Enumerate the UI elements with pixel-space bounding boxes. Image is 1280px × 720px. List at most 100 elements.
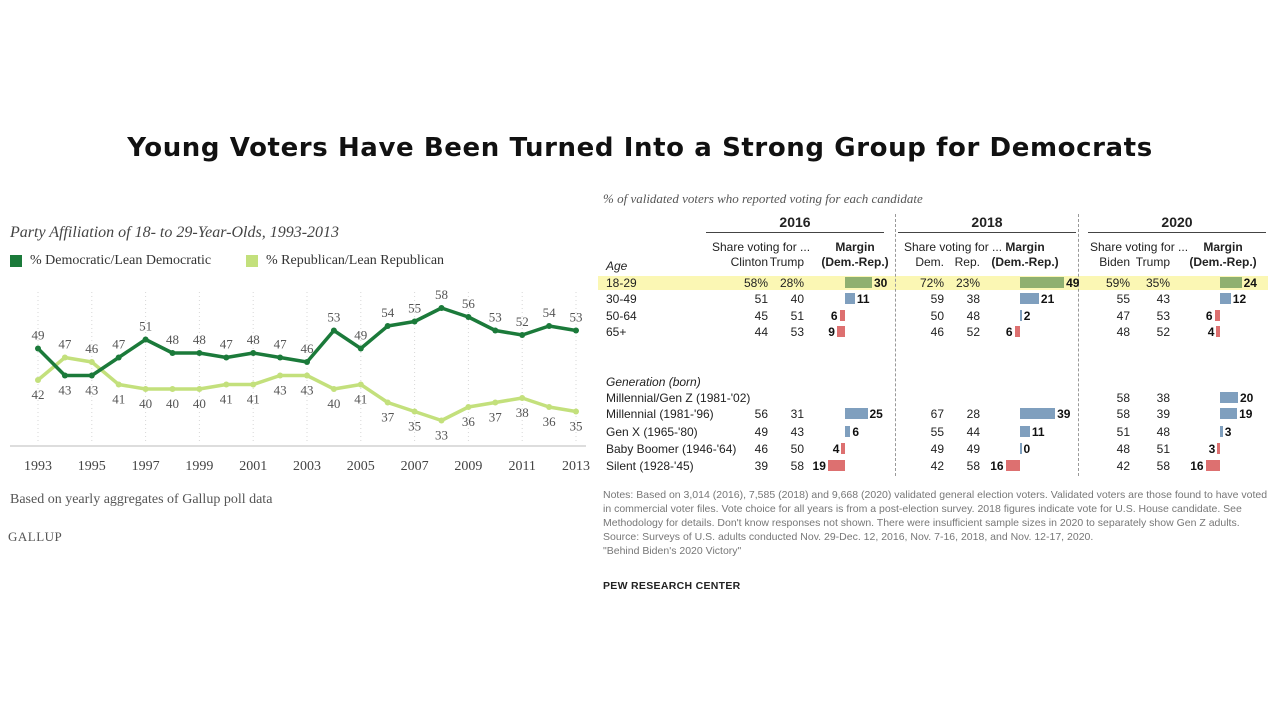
data-point-republican bbox=[142, 386, 149, 392]
data-point-democratic bbox=[411, 318, 418, 325]
data-point-republican bbox=[465, 404, 472, 410]
cell-dem-share: 48 bbox=[1116, 442, 1130, 456]
data-label-republican: 40 bbox=[327, 396, 340, 411]
cell-dem-share: 58 bbox=[1116, 391, 1130, 405]
pew-notes: Notes: Based on 3,014 (2016), 7,585 (201… bbox=[603, 488, 1271, 558]
cell-dem-share: 42 bbox=[930, 459, 944, 473]
data-label-republican: 35 bbox=[408, 419, 421, 434]
main-title: Young Voters Have Been Turned Into a Str… bbox=[127, 133, 1153, 163]
cell-rep-share: 43 bbox=[790, 425, 804, 439]
margin-header: Margin bbox=[835, 240, 875, 254]
x-tick-label: 2001 bbox=[239, 459, 267, 474]
margin-value: 19 bbox=[1239, 407, 1253, 421]
margin-bar bbox=[1220, 408, 1238, 419]
data-label-republican: 36 bbox=[543, 414, 557, 429]
cell-dem-share: 48 bbox=[1116, 325, 1130, 339]
x-tick-label: 1999 bbox=[185, 459, 213, 474]
x-tick-label: 1995 bbox=[78, 459, 106, 474]
year-header-2018: 2018 bbox=[971, 214, 1003, 230]
margin-value: 3 bbox=[1208, 442, 1216, 456]
cell-rep-share: 50 bbox=[790, 442, 804, 456]
margin-bar bbox=[1220, 426, 1223, 437]
pew-source-text: Source: Surveys of U.S. adults conducted… bbox=[603, 531, 1094, 543]
cell-dem-share: 58% bbox=[743, 276, 768, 290]
year-header-rule bbox=[898, 232, 1076, 233]
legend-swatch-republican bbox=[246, 255, 258, 267]
data-label-republican: 41 bbox=[247, 392, 260, 407]
data-point-democratic bbox=[573, 327, 579, 334]
data-label-democratic: 49 bbox=[354, 328, 367, 343]
data-label-democratic: 53 bbox=[570, 310, 583, 325]
cell-dem-share: 51 bbox=[1116, 425, 1130, 439]
cell-rep-share: 58 bbox=[1156, 459, 1170, 473]
data-label-republican: 37 bbox=[381, 410, 395, 425]
margin-value: 6 bbox=[1005, 325, 1013, 339]
data-point-democratic bbox=[465, 314, 472, 320]
cell-dem-share: 46 bbox=[930, 325, 944, 339]
data-label-republican: 47 bbox=[58, 337, 72, 352]
pew-notes-text: Notes: Based on 3,014 (2016), 7,585 (201… bbox=[603, 489, 1268, 529]
legend-label-republican: % Republican/Lean Republican bbox=[266, 253, 445, 268]
x-tick-label: 2009 bbox=[454, 459, 482, 474]
margin-bar bbox=[1020, 426, 1030, 437]
data-point-republican bbox=[573, 408, 579, 415]
data-point-republican bbox=[546, 404, 553, 410]
row-label: Millennial (1981-'96) bbox=[606, 407, 714, 421]
cell-rep-share: 35% bbox=[1145, 276, 1170, 290]
cell-rep-share: 58 bbox=[966, 459, 980, 473]
data-label-democratic: 53 bbox=[489, 310, 502, 325]
data-point-republican bbox=[61, 354, 68, 361]
margin-bar bbox=[1020, 310, 1022, 321]
candidate-header-dem: Biden bbox=[1099, 255, 1130, 269]
margin-bar bbox=[839, 310, 845, 321]
data-point-democratic bbox=[330, 327, 337, 334]
cell-rep-share: 38 bbox=[966, 292, 980, 306]
data-point-republican bbox=[492, 399, 499, 406]
share-voting-header: Share voting for ... bbox=[712, 240, 811, 254]
data-point-republican bbox=[304, 372, 310, 379]
data-point-democratic bbox=[250, 350, 257, 356]
margin-bar bbox=[1020, 443, 1022, 454]
cell-rep-share: 43 bbox=[1156, 292, 1170, 306]
share-voting-header: Share voting for ... bbox=[1090, 240, 1189, 254]
margin-value: 4 bbox=[1207, 325, 1215, 339]
gallup-chart-title: Party Affiliation of 18- to 29-Year-Olds… bbox=[10, 224, 340, 241]
data-point-democratic bbox=[196, 350, 203, 356]
cell-rep-share: 48 bbox=[1156, 425, 1170, 439]
x-tick-label: 2003 bbox=[293, 459, 321, 474]
cell-dem-share: 45 bbox=[754, 309, 768, 323]
column-separator bbox=[1078, 214, 1079, 476]
pew-brand: PEW RESEARCH CENTER bbox=[603, 580, 741, 592]
data-label-republican: 35 bbox=[570, 419, 583, 434]
data-point-republican bbox=[519, 395, 526, 401]
data-point-republican bbox=[35, 377, 41, 383]
cell-dem-share: 46 bbox=[754, 442, 768, 456]
data-point-republican bbox=[330, 386, 337, 392]
data-point-democratic bbox=[277, 354, 284, 361]
share-voting-header: Share voting for ... bbox=[904, 240, 1003, 254]
row-label: 30-49 bbox=[606, 292, 637, 306]
margin-subheader: (Dem.-Rep.) bbox=[1189, 255, 1257, 269]
data-point-republican bbox=[411, 408, 418, 415]
data-label-republican: 42 bbox=[32, 387, 45, 402]
cell-rep-share: 38 bbox=[1156, 391, 1170, 405]
row-label: 50-64 bbox=[606, 309, 637, 323]
row-label: Gen X (1965-'80) bbox=[606, 425, 698, 439]
cell-dem-share: 42 bbox=[1116, 459, 1130, 473]
margin-value: 3 bbox=[1224, 425, 1232, 439]
margin-value: 49 bbox=[1066, 276, 1080, 290]
margin-value: 21 bbox=[1040, 292, 1055, 306]
cell-dem-share: 50 bbox=[930, 309, 944, 323]
data-label-democratic: 53 bbox=[327, 310, 340, 325]
data-label-democratic: 48 bbox=[247, 332, 260, 347]
x-tick-label: 2007 bbox=[401, 459, 429, 474]
data-point-republican bbox=[250, 381, 257, 388]
x-tick-label: 1997 bbox=[132, 459, 160, 474]
data-point-democratic bbox=[88, 372, 95, 379]
data-point-republican bbox=[115, 381, 122, 388]
legend-swatch-democratic bbox=[10, 255, 22, 267]
data-point-republican bbox=[88, 359, 95, 365]
margin-value: 30 bbox=[874, 276, 888, 290]
data-point-republican bbox=[169, 386, 176, 392]
cell-rep-share: 48 bbox=[966, 309, 980, 323]
